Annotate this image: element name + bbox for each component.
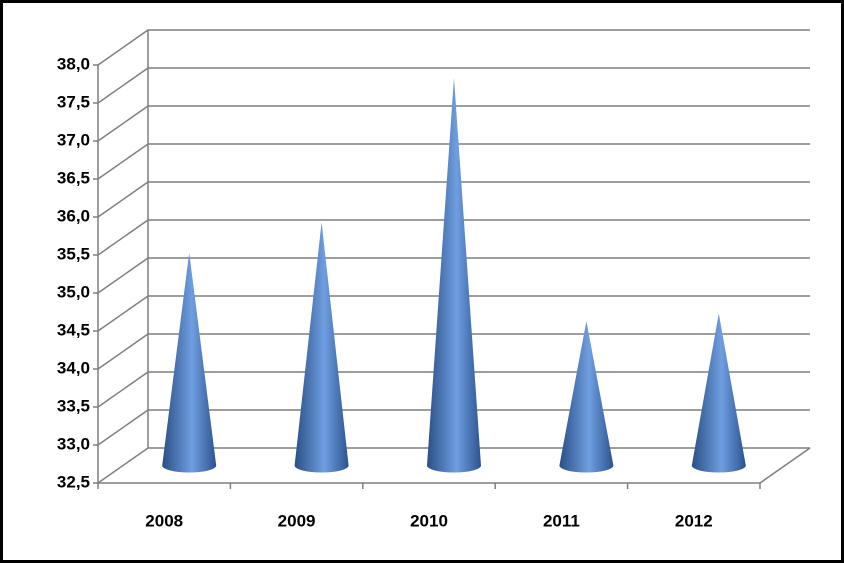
y-tick-label: 35,0	[57, 282, 90, 301]
cone	[427, 77, 482, 473]
grid-line	[97, 257, 810, 294]
y-tick-label: 35,5	[57, 244, 90, 263]
y-tick-label: 32,5	[57, 472, 90, 491]
x-tick-label: 2009	[278, 511, 316, 530]
x-tick-label: 2010	[410, 511, 448, 530]
x-tick-label: 2008	[145, 511, 183, 530]
cone	[691, 313, 746, 473]
grid-line	[97, 105, 810, 142]
grid-line	[97, 29, 810, 66]
grid-line	[97, 143, 810, 180]
y-tick-label: 33,5	[57, 396, 90, 415]
cone	[162, 252, 217, 473]
cone	[294, 222, 349, 473]
y-tick-label: 38,0	[57, 54, 90, 73]
grid-line	[97, 181, 810, 218]
grid-line	[97, 67, 810, 104]
axis-line	[759, 447, 811, 484]
y-tick-label: 36,5	[57, 168, 90, 187]
y-tick-label: 34,5	[57, 320, 90, 339]
x-tick-label: 2012	[675, 511, 713, 530]
y-tick-label: 34,0	[57, 358, 90, 377]
x-tick-label: 2011	[543, 511, 580, 530]
y-tick-label: 33,0	[57, 434, 90, 453]
y-tick-label: 37,5	[57, 92, 90, 111]
grid-line	[97, 333, 810, 370]
y-tick-label: 36,0	[57, 206, 90, 225]
grid-line	[97, 219, 810, 256]
y-tick-label: 37,0	[57, 130, 90, 149]
grid-line	[97, 295, 810, 332]
cone	[559, 321, 614, 473]
